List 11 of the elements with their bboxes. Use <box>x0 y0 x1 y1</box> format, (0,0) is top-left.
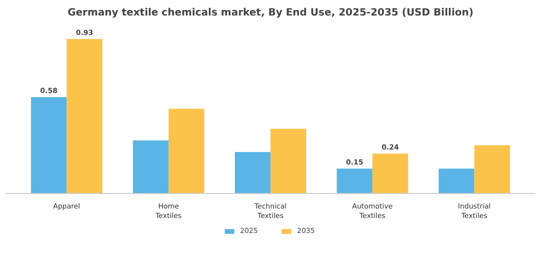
bar <box>168 108 204 194</box>
chart-title: Germany textile chemicals market, By End Use, 2025-2035 (USD Billion) <box>68 8 474 18</box>
bar <box>372 154 408 194</box>
bar <box>336 168 372 194</box>
bar <box>66 38 102 194</box>
bar <box>438 168 474 194</box>
bar <box>474 145 510 194</box>
bar <box>234 152 270 194</box>
bar <box>270 128 306 194</box>
bar <box>132 140 169 194</box>
bar <box>30 97 67 194</box>
